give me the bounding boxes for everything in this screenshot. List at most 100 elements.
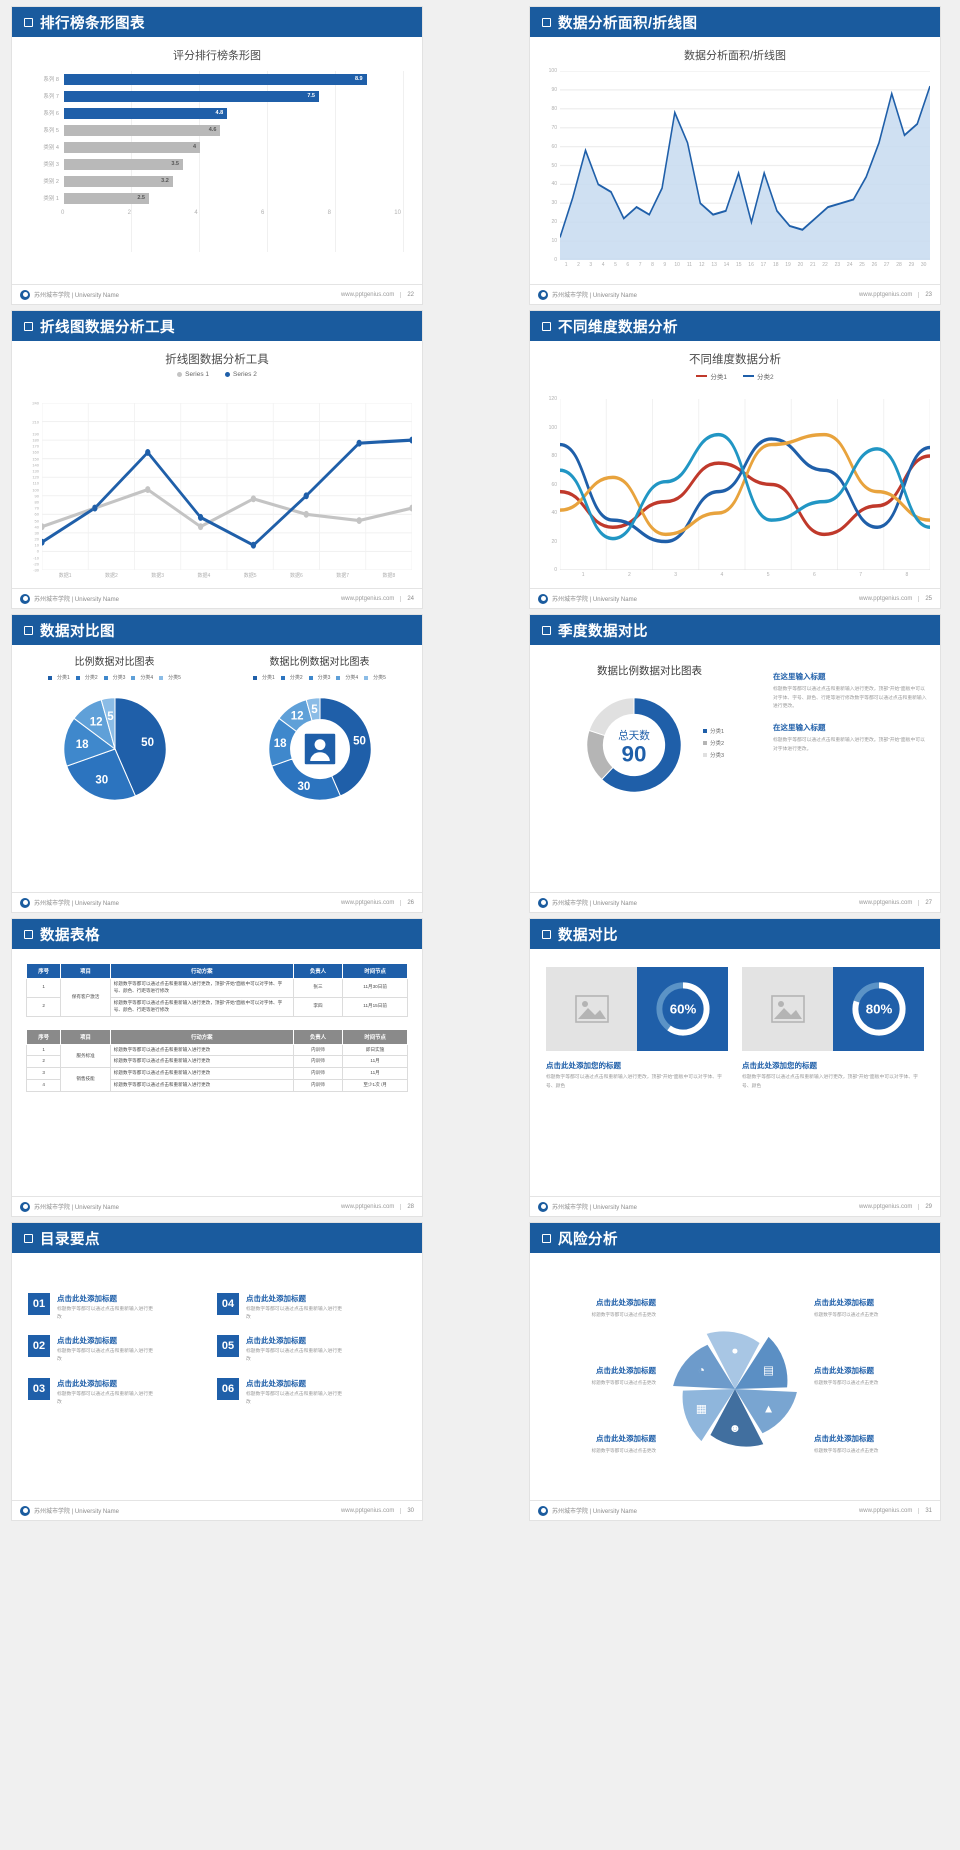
slide-multi-dimension-analysis[interactable]: 不同维度数据分析 不同维度数据分析 分类1 分类2 120 100 80 60 40 20… xyxy=(530,311,940,608)
table-row[interactable]: 2 标题数字等都可以通过点击和重新输入进行更改 内训师 11月 xyxy=(25,1055,408,1069)
slide-header-title: 风险分析 xyxy=(558,1231,618,1248)
slide-body: 60% 点击此处添加您的标题 标题数字等都可以通过点击和重新输入进行更改，顶部“… xyxy=(530,949,940,1196)
x-tick: 7 xyxy=(859,572,863,578)
risk-item[interactable]: 点击此处添加标题 标题数字等都可以通过点击更改 xyxy=(538,1297,656,1319)
legend-label: 分类1 xyxy=(709,729,725,735)
pinwheel-blade[interactable] xyxy=(709,1389,780,1460)
catalogue-item[interactable]: 05 点击此处添加标题 标题数字等都可以通过点击和重新输入进行更改 xyxy=(217,1335,406,1364)
table-row[interactable]: 3 销售技能 标题数字等都可以通过点击和重新输入进行更改 内训师 11月 xyxy=(25,1067,408,1093)
university-logo-icon xyxy=(20,593,30,604)
risk-title: 点击此处添加标题 xyxy=(596,1298,656,1307)
bar-value: 3.2 xyxy=(161,178,169,184)
risk-item[interactable]: 点击此处添加标题 标题数字等都可以通过点击更改 xyxy=(814,1297,932,1319)
x-tick: 数据3 xyxy=(151,573,165,579)
bar-label: 系列 5 xyxy=(43,128,59,134)
y-tick: 40 xyxy=(551,181,557,188)
table-cell: 3 xyxy=(25,1067,62,1081)
x-tick: 9 xyxy=(663,262,667,268)
footer-org: 苏州城市学院 | University Name xyxy=(34,1205,119,1211)
x-axis-ticks: 0 2 4 6 8 10 xyxy=(61,210,401,216)
slide-header: 数据对比 xyxy=(530,919,940,949)
document-icon: ▤ xyxy=(763,1364,774,1377)
page-number: 29 xyxy=(918,1203,932,1210)
risk-item[interactable]: 点击此处添加标题 标题数字等都可以通过点击更改 xyxy=(814,1365,932,1387)
legend-swatch xyxy=(702,729,707,733)
bar-row: 系列 7 7.5 xyxy=(30,88,404,104)
bar-row: 系列 8 8.9 xyxy=(30,71,404,87)
bar-label: 系列 6 xyxy=(43,111,59,117)
square-bullet-icon xyxy=(24,1233,33,1243)
slide-footer: 苏州城市学院 | University Name www.pptgenius.c… xyxy=(12,284,422,304)
y-tick: 50 xyxy=(34,518,39,524)
slide-footer: 苏州城市学院 | University Name www.pptgenius.c… xyxy=(530,284,940,304)
table-header-row: 序号 项目 行动方案 负责人 时间节点 xyxy=(25,1028,408,1045)
slide-line-analysis-tool[interactable]: 折线图数据分析工具 折线图数据分析工具 Series 1 Series 2 24… xyxy=(12,311,422,608)
catalogue-number: 03 xyxy=(28,1377,50,1400)
table-cell: 标题数字等都可以通过点击和重新输入进行更改 xyxy=(109,1043,294,1057)
y-tick: 20 xyxy=(551,219,557,226)
legend-swatch xyxy=(131,675,136,680)
legend-label: 分类5 xyxy=(168,675,181,681)
pinwheel-blade[interactable] xyxy=(682,1389,735,1442)
x-tick: 20 xyxy=(797,262,804,268)
table-column-header: 负责人 xyxy=(292,1028,344,1045)
footer-url: www.pptgenius.com xyxy=(340,291,395,298)
legend-swatch xyxy=(743,375,754,377)
card-text: 标题数字等都可以通过点击和重新输入进行更改，顶部“开始”面板中可以对字体、字号、… xyxy=(742,1075,918,1089)
y-tick: 100 xyxy=(548,424,557,431)
slide-quarterly-comparison[interactable]: 季度数据对比 数据比例数据对比图表 总天数 90 分类1 分类2 分类3 在这里输入… xyxy=(530,615,940,912)
table-column-header: 行动方案 xyxy=(109,963,294,979)
catalogue-item[interactable]: 01 点击此处添加标题 标题数字等都可以通过点击和重新输入进行更改 xyxy=(28,1293,217,1322)
pinwheel-blade[interactable] xyxy=(690,1318,761,1389)
table-row[interactable]: 2 标题数字等都可以通过点击和重新输入进行更改，顶部“开始”面板中可以对字体、字号… xyxy=(25,996,408,1017)
page-number: 23 xyxy=(918,291,932,298)
y-tick: 80 xyxy=(551,105,557,112)
legend-item: 分类1 xyxy=(702,727,725,735)
x-tick: 2 xyxy=(577,262,580,268)
pinwheel-blade[interactable] xyxy=(735,1363,806,1434)
pinwheel-blade[interactable] xyxy=(735,1336,788,1389)
table-cell: 标题数字等都可以通过点击和重新输入进行更改 xyxy=(109,1055,294,1069)
pie-value: 12 xyxy=(89,716,102,728)
catalogue-item[interactable]: 02 点击此处添加标题 标题数字等都可以通过点击和重新输入进行更改 xyxy=(28,1335,217,1364)
pie-value: 30 xyxy=(95,774,108,786)
action-plan-table-2[interactable]: 序号 项目 行动方案 负责人 时间节点 1 服务标准 标题数字等都可以通过点击和重新输入进行更… xyxy=(25,1028,408,1093)
slide-area-line-chart[interactable]: 数据分析面积/折线图 数据分析面积/折线图 100 90 80 70 60 50 40 30 2… xyxy=(530,7,940,304)
risk-item[interactable]: 点击此处添加标题 标题数字等都可以通过点击更改 xyxy=(814,1433,932,1455)
legend-item: Series 2 xyxy=(225,371,257,378)
table-header-row: 序号 项目 行动方案 负责人 时间节点 xyxy=(25,963,408,979)
card-text: 标题数字等都可以通过点击和重新输入进行更改，顶部“开始”面板中可以对字体、字号、… xyxy=(546,1075,722,1089)
pie-value: 5 xyxy=(107,711,114,723)
slide-risk-analysis[interactable]: 风险分析 ● ▤ ▲ ☻ ▦ ◔ 点击此处添加标题 标题数字等都可以通过点击更改 点击此处添加… xyxy=(530,1223,940,1520)
y-tick: 110 xyxy=(32,480,39,486)
legend-item: 分类3 xyxy=(308,674,330,681)
slide-ranking-bar-chart[interactable]: 排行榜条形图表 评分排行榜条形图 系列 8 8.9 系列 7 7.5 系列 6 4.8 系列… xyxy=(12,7,422,304)
slide-body: 序号 项目 行动方案 负责人 时间节点 1 保有客户激活 标题数字等都可以通过点击和重新输入进… xyxy=(12,949,422,1196)
risk-item[interactable]: 点击此处添加标题 标题数字等都可以通过点击更改 xyxy=(538,1365,656,1387)
catalogue-item[interactable]: 03 点击此处添加标题 标题数字等都可以通过点击和重新输入进行更改 xyxy=(28,1377,217,1407)
risk-item[interactable]: 点击此处添加标题 标题数字等都可以通过点击更改 xyxy=(538,1433,656,1455)
footer-org: 苏州城市学院 | University Name xyxy=(552,1509,637,1515)
slide-percentage-comparison[interactable]: 数据对比 xyxy=(530,919,940,1216)
catalogue-item[interactable]: 04 点击此处添加标题 标题数字等都可以通过点击和重新输入进行更改 xyxy=(217,1293,406,1322)
slide-catalogue[interactable]: 目录要点 01 点击此处添加标题 标题数字等都可以通过点击和重新输入进行更改 04 点击… xyxy=(12,1223,422,1520)
table-row[interactable]: 4 标题数字等都可以通过点击和重新输入进行更改 内训师 至少1次 /月 xyxy=(25,1079,408,1093)
doughnut-chart: 总天数 90 xyxy=(586,697,682,793)
table-column-header: 序号 xyxy=(25,963,62,979)
legend-swatch xyxy=(696,375,708,377)
university-logo-icon xyxy=(20,897,30,908)
legend-item: 分类2 xyxy=(743,371,774,381)
footer-org: 苏州城市学院 | University Name xyxy=(34,1509,119,1515)
slide-data-tables[interactable]: 数据表格 序号 项目 行动方案 负责人 时间节点 1 保有客户激活 标题数字等都可以通过点击和… xyxy=(12,919,422,1216)
catalogue-item[interactable]: 06 点击此处添加标题 标题数字等都可以通过点击和重新输入进行更改 xyxy=(217,1377,406,1407)
table-row[interactable]: 1 服务标准 标题数字等都可以通过点击和重新输入进行更改 内训师 即日实施 xyxy=(25,1043,408,1069)
table-cell: 至少1次 /月 xyxy=(342,1079,408,1093)
bar-row: 类别 2 3.2 xyxy=(30,173,404,189)
legend-swatch xyxy=(702,741,707,745)
slide-data-comparison-pies[interactable]: 数据对比图 比例数据对比图表 分类1 分类2 分类3 分类4 分类5 50 30 18 12 5… xyxy=(12,615,422,912)
table-cell: 1 xyxy=(25,1043,62,1057)
pinwheel-blade[interactable] xyxy=(664,1344,735,1415)
risk-title: 点击此处添加标题 xyxy=(814,1298,874,1307)
table-row[interactable]: 1 保有客户激活 标题数字等都可以通过点击和重新输入进行更改，顶部“开始”面板中可以… xyxy=(25,978,408,1017)
action-plan-table-1[interactable]: 序号 项目 行动方案 负责人 时间节点 1 保有客户激活 标题数字等都可以通过点击和重新输入进… xyxy=(25,963,408,1017)
